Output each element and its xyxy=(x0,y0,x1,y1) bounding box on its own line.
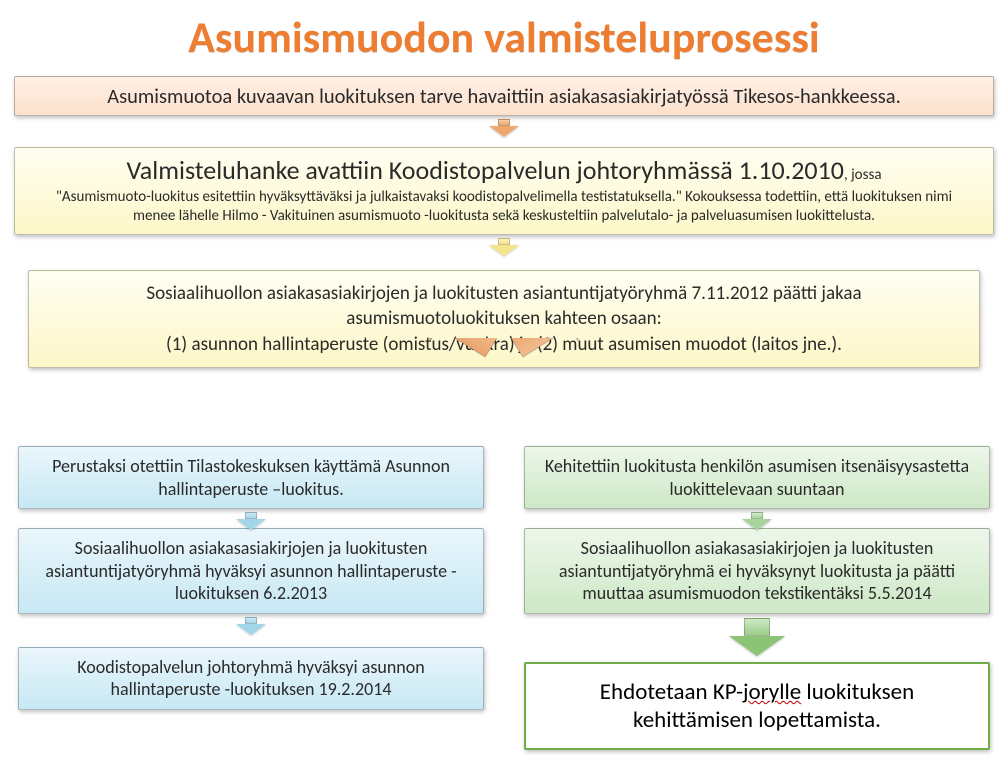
left-step-3: Koodistopalvelun johtoryhmä hyväksyi asu… xyxy=(18,647,484,710)
step-2-main: Valmisteluhanke avattiin Koodistopalvelu… xyxy=(126,154,843,186)
step-3: Sosiaalihuollon asiakasasiakirjojen ja l… xyxy=(28,270,980,369)
right-branch: Kehitettiin luokitusta henkilön asumisen… xyxy=(524,446,990,750)
step-3-l2: asumismuotoluokituksen kahteen osaan: xyxy=(59,306,949,332)
step-2-sub: "Asumismuoto-luokitus esitettiin hyväksy… xyxy=(37,188,971,226)
step-2-tail: , jossa xyxy=(844,166,882,184)
step-2: Valmisteluhanke avattiin Koodistopalvelu… xyxy=(14,147,994,235)
big-arrow-down-icon xyxy=(729,618,785,656)
step-3-l3: (1) asunnon hallintaperuste (omistus/vuo… xyxy=(59,332,949,358)
final-b: jorylle xyxy=(743,678,801,706)
left-step-1: Perustaksi otettiin Tilastokeskuksen käy… xyxy=(18,446,484,509)
right-step-2: Sosiaalihuollon asiakasasiakirjojen ja l… xyxy=(524,528,990,614)
page-title: Asumismuodon valmisteluprosessi xyxy=(0,10,1008,64)
arrow-down-icon xyxy=(742,512,772,530)
final-a: Ehdotetaan KP- xyxy=(600,678,743,706)
arrow-down-icon xyxy=(236,617,266,635)
arrow-down-icon xyxy=(236,512,266,530)
right-step-1: Kehitettiin luokitusta henkilön asumisen… xyxy=(524,446,990,509)
arrow-down-icon xyxy=(489,238,519,256)
step-3-l1: Sosiaalihuollon asiakasasiakirjojen ja l… xyxy=(59,281,949,307)
left-branch: Perustaksi otettiin Tilastokeskuksen käy… xyxy=(18,446,484,750)
step-1: Asumismuotoa kuvaavan luokituksen tarve … xyxy=(14,76,994,116)
arrow-down-icon xyxy=(489,119,519,137)
left-step-2: Sosiaalihuollon asiakasasiakirjojen ja l… xyxy=(18,528,484,614)
final-proposal: Ehdotetaan KP-jorylle luokituksen kehitt… xyxy=(524,662,990,750)
